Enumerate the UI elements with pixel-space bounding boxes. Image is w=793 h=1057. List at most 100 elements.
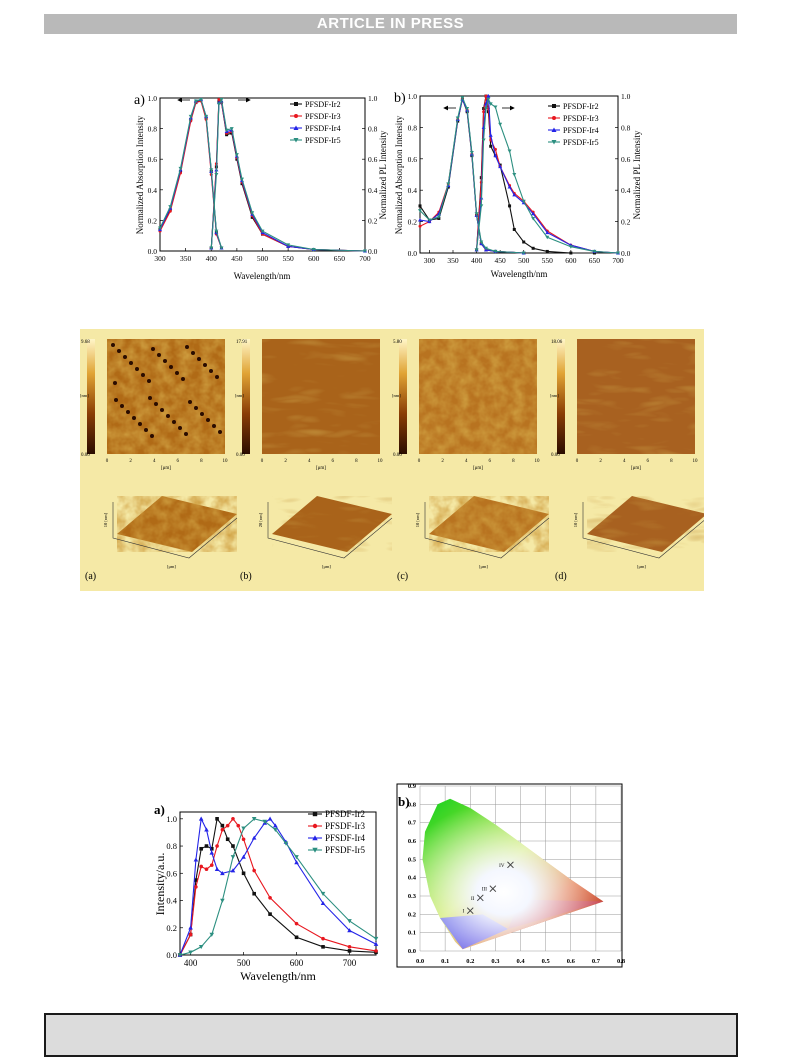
pl-series-line: [210, 97, 366, 252]
cie-gamut: [422, 798, 604, 950]
afm-3d-view-1: 10 [nm] [μm] (a): [85, 496, 238, 582]
legend-label: PFSDF-Ir4: [325, 833, 366, 843]
absorption-series-line: [419, 97, 524, 254]
legend-label: PFSDF-Ir3: [325, 821, 366, 831]
x-tick-label: 8: [512, 459, 515, 464]
pl-series-point: [512, 227, 516, 231]
x-tick-label: 700: [612, 256, 624, 265]
x-tick-label: 10: [223, 459, 229, 464]
absorption-series-point: [418, 209, 422, 213]
x-tick-label: 350: [180, 254, 192, 263]
pl-series-point: [250, 215, 254, 219]
afm-map-3: 5.80 0.00 [nm] 0 2 4 6 8 10 [μm]: [392, 339, 540, 471]
x-tick-label: 8: [355, 459, 358, 464]
color-scale-bar: [87, 339, 95, 454]
legend-marker: [552, 104, 556, 108]
legend: PFSDF-Ir2 PFSDF-Ir3 PFSDF-Ir4 PFSDF-Ir5: [548, 102, 599, 147]
y-tick-label-left: 0.2: [408, 218, 418, 227]
pore: [129, 361, 133, 365]
absorption-series-point: [219, 246, 224, 250]
pl-series-point: [234, 153, 239, 157]
legend-label: PFSDF-Ir5: [305, 136, 341, 145]
el-series-point: [198, 816, 204, 821]
y-tick-label-right: 0.2: [368, 216, 378, 225]
el-series-point: [251, 835, 257, 840]
y-tick-label-left: 0.6: [148, 155, 158, 164]
panel-label: (b): [240, 571, 252, 582]
panel-label: a): [134, 93, 145, 108]
pl-series-point: [568, 245, 573, 249]
pore: [123, 355, 127, 359]
x-tick-label: 500: [237, 958, 251, 968]
pl-series-point: [217, 98, 221, 102]
x-tick-label: 300: [154, 254, 166, 263]
pl-series-point: [482, 110, 486, 114]
el-series-point: [204, 844, 209, 848]
x-tick-label: 10: [693, 459, 699, 464]
z-axis-label: 10 [nm]: [415, 512, 420, 527]
x-tick-label: 8: [200, 459, 203, 464]
pl-series-point: [616, 251, 620, 255]
x-axis-label: Wavelength/nm: [491, 269, 548, 279]
el-series-point: [236, 823, 241, 828]
x-tick-label: 0: [106, 459, 109, 464]
cie-point-marker: [507, 861, 514, 869]
pl-series-point: [250, 211, 255, 215]
absorption-series-line: [159, 98, 223, 249]
pore: [184, 432, 188, 436]
pore: [150, 434, 154, 438]
pl-series-point: [521, 199, 526, 204]
legend-label: PFSDF-Ir3: [305, 112, 341, 121]
afm-map-4: 18.06 0.00 [nm] 0 2 4 6 8 10 [μm]: [550, 339, 698, 471]
x-unit-label: [μm]: [316, 466, 326, 471]
pore: [157, 353, 161, 357]
legend-marker: [551, 140, 557, 145]
el-series-point: [267, 816, 273, 821]
el-series-point: [320, 900, 326, 906]
axes-3d: [424, 502, 550, 559]
el-series-point: [209, 932, 215, 937]
y-tick-label-left: 0.8: [408, 123, 418, 132]
cie-point-label: IV: [499, 864, 505, 869]
el-series-point: [347, 919, 352, 924]
pore: [185, 345, 189, 349]
y-axis-label-left: Normalized Absorption Intensity: [135, 115, 145, 234]
figure-3a-el-spectra: a) 400 500 600 700 0.0 0.2 0.4 0.6 0.8 1.0 Wavel…: [153, 802, 379, 983]
x-unit-label: [μm]: [631, 466, 641, 471]
pore: [175, 371, 179, 375]
legend-label: PFSDF-Ir2: [305, 100, 341, 109]
x-tick-labels: 400 500 600 700: [184, 952, 357, 968]
pl-series-point: [216, 102, 221, 107]
legend-label: PFSDF-Ir5: [563, 138, 599, 147]
pl-series-point: [545, 249, 549, 253]
x-tick-label: 0.2: [466, 958, 474, 965]
el-series-point: [198, 945, 204, 950]
el-series-point: [283, 841, 289, 846]
figure-3b-cie-diagram: b) 0.0 0.1 0.2 0.3 0.4 0.5 0.6 0.7 0.8 0.0 0.1 0.2…: [396, 783, 626, 968]
x-tick-label: 0.5: [542, 958, 551, 965]
x-tick-label: 6: [177, 459, 180, 464]
pore: [132, 416, 136, 420]
el-series-point: [215, 817, 219, 821]
x-tick-label: 2: [129, 459, 132, 464]
y-axis-label-left: Normalized Absorption Intensity: [394, 115, 404, 234]
pore: [117, 349, 121, 353]
figure-1-spectra: a) 300 350 400 450 500 550 600 650 700 0.0 0.2 0.4…: [134, 91, 642, 281]
x-tick-label: 450: [495, 256, 507, 265]
el-series-point: [252, 891, 256, 896]
z-scale-min: 0.00: [81, 453, 90, 458]
el-series-point: [294, 860, 299, 865]
pl-series-point: [545, 230, 550, 235]
panel-label: b): [394, 91, 406, 106]
el-series-point: [188, 950, 193, 955]
color-scale-bar: [557, 339, 565, 454]
pl-series-point: [493, 153, 498, 158]
absorption-series-point: [158, 226, 162, 231]
y-tick-label-left: 1.0: [408, 92, 418, 101]
height-map-texture: [419, 339, 537, 454]
legend-marker: [312, 847, 318, 853]
absorption-series-point: [214, 229, 219, 234]
z-scale-unit: [nm]: [392, 393, 401, 398]
legend-marker: [294, 102, 298, 106]
y-tick-label: 0.2: [408, 911, 416, 918]
